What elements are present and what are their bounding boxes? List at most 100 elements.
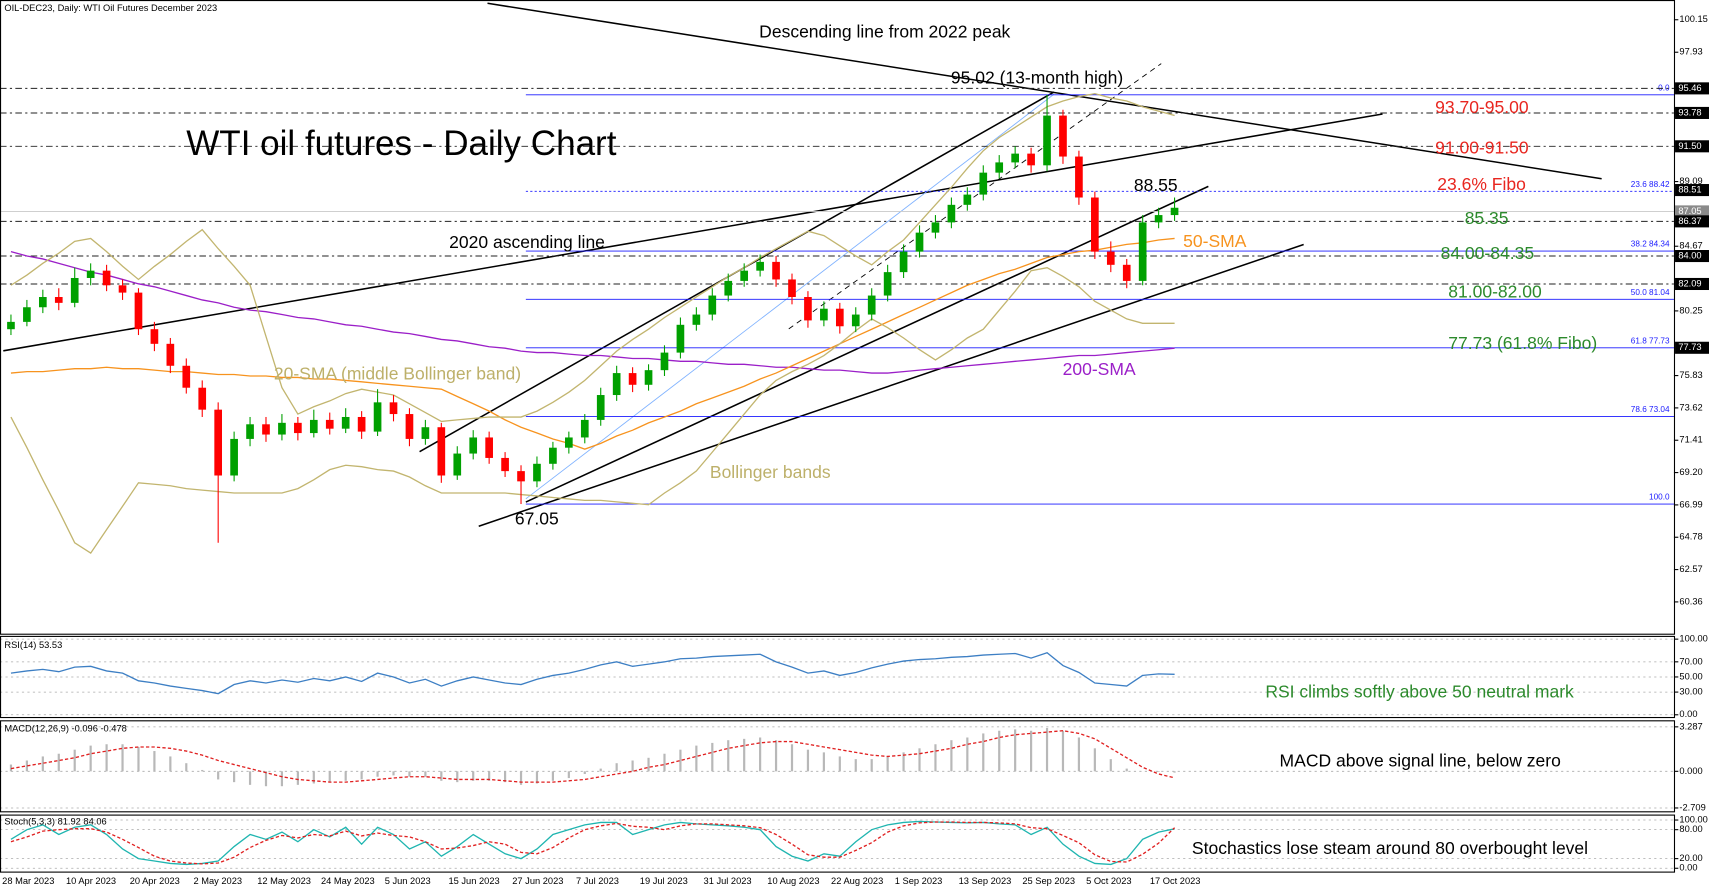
macd-bar <box>201 769 204 772</box>
macd-bar <box>57 753 60 772</box>
macd-bar <box>679 749 682 772</box>
candle-body <box>835 308 844 327</box>
candle-body <box>469 437 478 454</box>
macd-bar <box>711 742 714 772</box>
y-tick-label: 60.36 <box>1679 596 1702 606</box>
level-label: 91.50 <box>1678 141 1701 151</box>
annotation: 67.05 <box>515 508 559 528</box>
candle-body <box>1027 153 1035 166</box>
x-tick-label: 5 Jun 2023 <box>385 876 431 886</box>
candle-body <box>660 352 669 371</box>
x-tick-label: 24 May 2023 <box>321 876 375 886</box>
candle-body <box>453 453 462 476</box>
macd-bar <box>854 759 857 772</box>
candle-body <box>851 314 860 327</box>
macd-bar <box>727 740 730 772</box>
annotation: 93.70-95.00 <box>1435 97 1529 117</box>
macd-bar <box>456 771 459 783</box>
fib-label: 61.8 77.73 <box>1631 336 1670 345</box>
macd-bar <box>902 752 905 772</box>
candle-body <box>931 222 940 233</box>
macd-bar <box>121 744 124 772</box>
overlay-line <box>10 92 1175 423</box>
level-box <box>1675 140 1709 153</box>
macd-bar <box>264 771 268 787</box>
candle-body <box>644 370 653 385</box>
candle-body <box>565 437 573 448</box>
rsi-line <box>10 651 1175 695</box>
x-tick-label: 10 Aug 2023 <box>767 876 819 886</box>
level-label: 86.37 <box>1678 216 1701 226</box>
x-tick-label: 27 Jun 2023 <box>512 876 563 886</box>
candle-body <box>867 295 876 315</box>
candle-body <box>309 419 318 434</box>
candle-body <box>230 438 238 476</box>
candle-body <box>405 414 414 439</box>
y-tick-label: 100.15 <box>1679 14 1707 24</box>
candle-body <box>214 409 223 476</box>
macd-bar <box>695 745 698 772</box>
macd-bar <box>440 771 443 781</box>
macd-bar <box>1157 771 1160 772</box>
macd-bar <box>998 730 1001 772</box>
x-tick-label: 31 Jul 2023 <box>704 876 752 886</box>
macd-bar <box>806 749 810 772</box>
y-tick-label: 97.93 <box>1679 47 1702 57</box>
candle-body <box>724 280 733 296</box>
annotation: 88.55 <box>1134 175 1178 195</box>
candle-body <box>262 424 270 435</box>
annotation: 84.00-84.35 <box>1441 243 1534 263</box>
candle-body <box>39 297 47 308</box>
candle-body <box>70 277 79 303</box>
macd-bar <box>25 760 28 772</box>
macd-bar <box>73 749 76 772</box>
y-tick-label: 80.00 <box>1679 824 1702 834</box>
macd-bar <box>296 771 299 785</box>
macd-bar <box>344 771 347 781</box>
candle-body <box>54 297 63 303</box>
macd-bar <box>153 751 156 772</box>
annotation: 91.00-91.50 <box>1435 138 1529 158</box>
y-tick-label: 71.41 <box>1679 435 1702 445</box>
candle-body <box>294 422 302 434</box>
macd-bar <box>886 756 889 772</box>
candle-body <box>1170 207 1179 216</box>
x-tick-label: 7 Jul 2023 <box>576 876 619 886</box>
candle-body <box>899 251 908 273</box>
x-tick-label: 17 Oct 2023 <box>1150 876 1201 886</box>
candle-body <box>246 424 254 439</box>
x-tick-label: 5 Oct 2023 <box>1086 876 1131 886</box>
candle-body <box>1091 197 1099 252</box>
macd-title: MACD(12,26,9) -0.096 -0.478 <box>4 723 126 733</box>
candle-body <box>389 402 398 415</box>
candle-body <box>549 447 557 464</box>
level-box <box>1675 250 1709 263</box>
candle-body <box>341 416 350 429</box>
macd-bar <box>615 763 618 772</box>
y-tick-label: 100.00 <box>1679 634 1707 644</box>
macd-bar <box>1109 759 1112 772</box>
candle-body <box>580 419 589 438</box>
candle-body <box>1154 215 1163 223</box>
candle-body <box>86 270 95 278</box>
channel-lower <box>478 243 1304 527</box>
macd-bar <box>137 746 140 772</box>
annotation: Descending line from 2022 peak <box>759 22 1010 42</box>
macd-bar <box>1030 730 1033 772</box>
fib-label: 0.0 <box>1658 83 1670 92</box>
y-tick-label: 75.83 <box>1679 370 1702 380</box>
level-box <box>1675 82 1709 95</box>
y-tick-label: 64.78 <box>1679 532 1702 542</box>
macd-bar <box>169 756 172 772</box>
candle-body <box>198 387 207 410</box>
level-label: 82.09 <box>1678 278 1701 288</box>
macd-bar <box>934 744 937 772</box>
candle-body <box>995 162 1004 173</box>
chart-title: WTI oil futures - Daily Chart <box>186 124 616 163</box>
macd-bar <box>1093 748 1096 772</box>
fib-label: 38.2 84.34 <box>1631 240 1670 249</box>
candle-body <box>692 314 701 325</box>
overlay-line <box>10 250 1175 374</box>
annotation: 95.02 (13-month high) <box>951 68 1123 88</box>
